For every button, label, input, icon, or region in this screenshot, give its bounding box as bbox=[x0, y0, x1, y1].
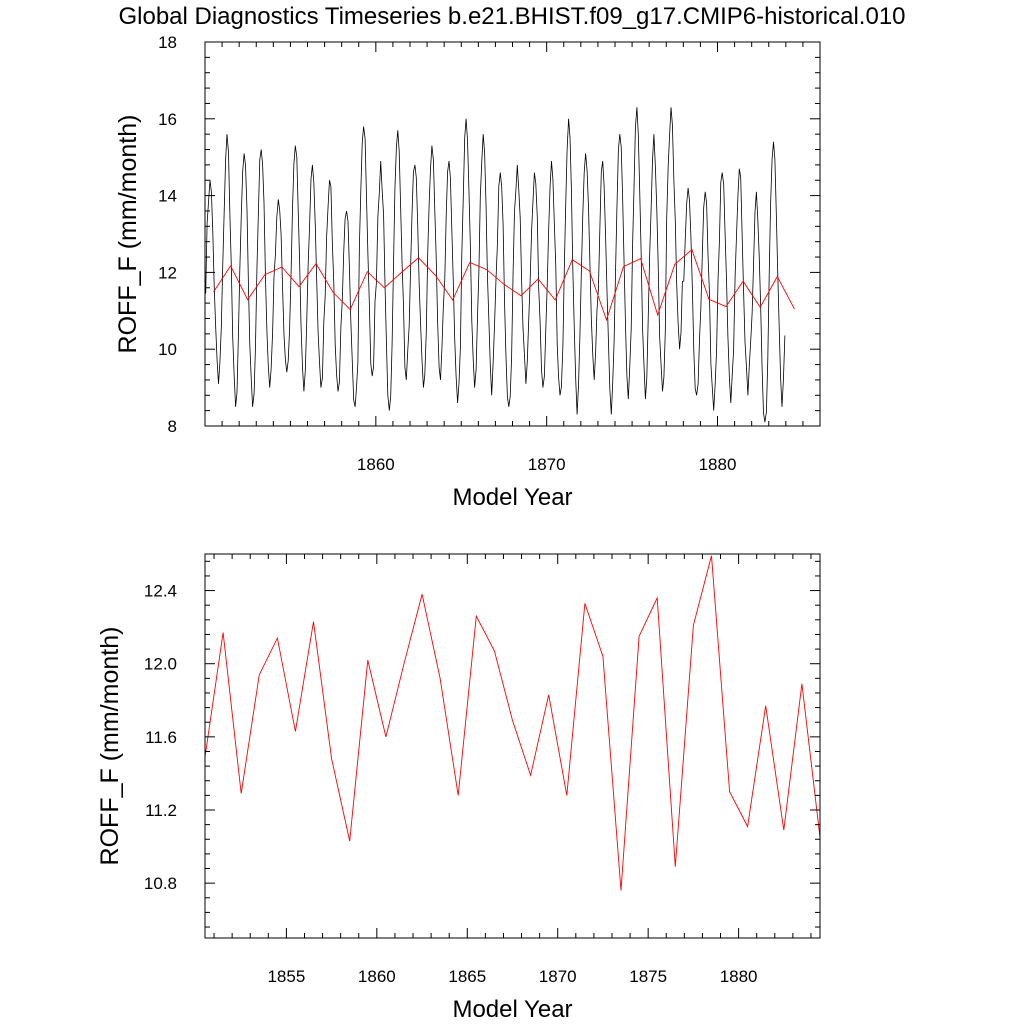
y-tick-label: 11.2 bbox=[145, 801, 177, 820]
y-tick-label: 18 bbox=[158, 33, 177, 52]
y-tick-label: 10.8 bbox=[144, 874, 177, 893]
timeseries-panel-monthly-annual: 1860 1870 1880 8 10 12 14 16 18 ROFF_F (mm/mont… bbox=[114, 33, 821, 511]
y-tick-label: 12.0 bbox=[144, 655, 177, 674]
x-tick-label-1880: 1880 bbox=[699, 455, 737, 474]
y-tick-labels: 8 10 12 14 16 18 bbox=[158, 33, 177, 436]
x-tick-label-1870: 1870 bbox=[528, 455, 566, 474]
y-tick-label: 14 bbox=[158, 187, 177, 206]
series-line-monthly bbox=[205, 107, 786, 423]
series-group bbox=[205, 555, 820, 891]
plot-area bbox=[205, 555, 820, 891]
axes-box bbox=[204, 553, 821, 939]
x-tick-label-1870: 1870 bbox=[539, 967, 577, 986]
x-axis-label: Model Year bbox=[452, 996, 572, 1023]
x-tick-label-1855: 1855 bbox=[267, 967, 305, 986]
axes-frame bbox=[204, 41, 821, 427]
plot-area bbox=[205, 107, 795, 423]
x-tick-label-1860: 1860 bbox=[358, 967, 396, 986]
y-tick-label: 11.6 bbox=[145, 728, 177, 747]
series-group bbox=[205, 107, 795, 423]
y-tick-label: 12.4 bbox=[144, 582, 177, 601]
x-tick-label-1865: 1865 bbox=[448, 967, 486, 986]
timeseries-panel-annual: 1855 1860 1865 1870 1875 1880 10.8 11.2 11.6 12.… bbox=[96, 553, 821, 1023]
y-tick-label: 12 bbox=[158, 263, 177, 282]
y-tick-label: 10 bbox=[158, 340, 177, 359]
x-tick-label-1875: 1875 bbox=[629, 967, 667, 986]
figure-title: Global Diagnostics Timeseries b.e21.BHIS… bbox=[118, 3, 905, 30]
y-tick-labels: 10.8 11.2 11.6 12.0 12.4 bbox=[144, 582, 177, 894]
y-axis-label: ROFF_F (mm/month) bbox=[114, 115, 142, 354]
y-axis-label: ROFF_F (mm/month) bbox=[96, 627, 124, 866]
x-axis-label: Model Year bbox=[452, 484, 572, 511]
axes-frame bbox=[204, 553, 821, 939]
x-tick-label-1860: 1860 bbox=[357, 455, 395, 474]
x-tick-labels: 1855 1860 1865 1870 1875 1880 bbox=[267, 967, 757, 986]
y-tick-label: 16 bbox=[158, 110, 177, 129]
x-tick-labels: 1860 1870 1880 bbox=[357, 455, 736, 474]
y-tick-label: 8 bbox=[168, 417, 177, 436]
x-tick-label-1880: 1880 bbox=[720, 967, 758, 986]
